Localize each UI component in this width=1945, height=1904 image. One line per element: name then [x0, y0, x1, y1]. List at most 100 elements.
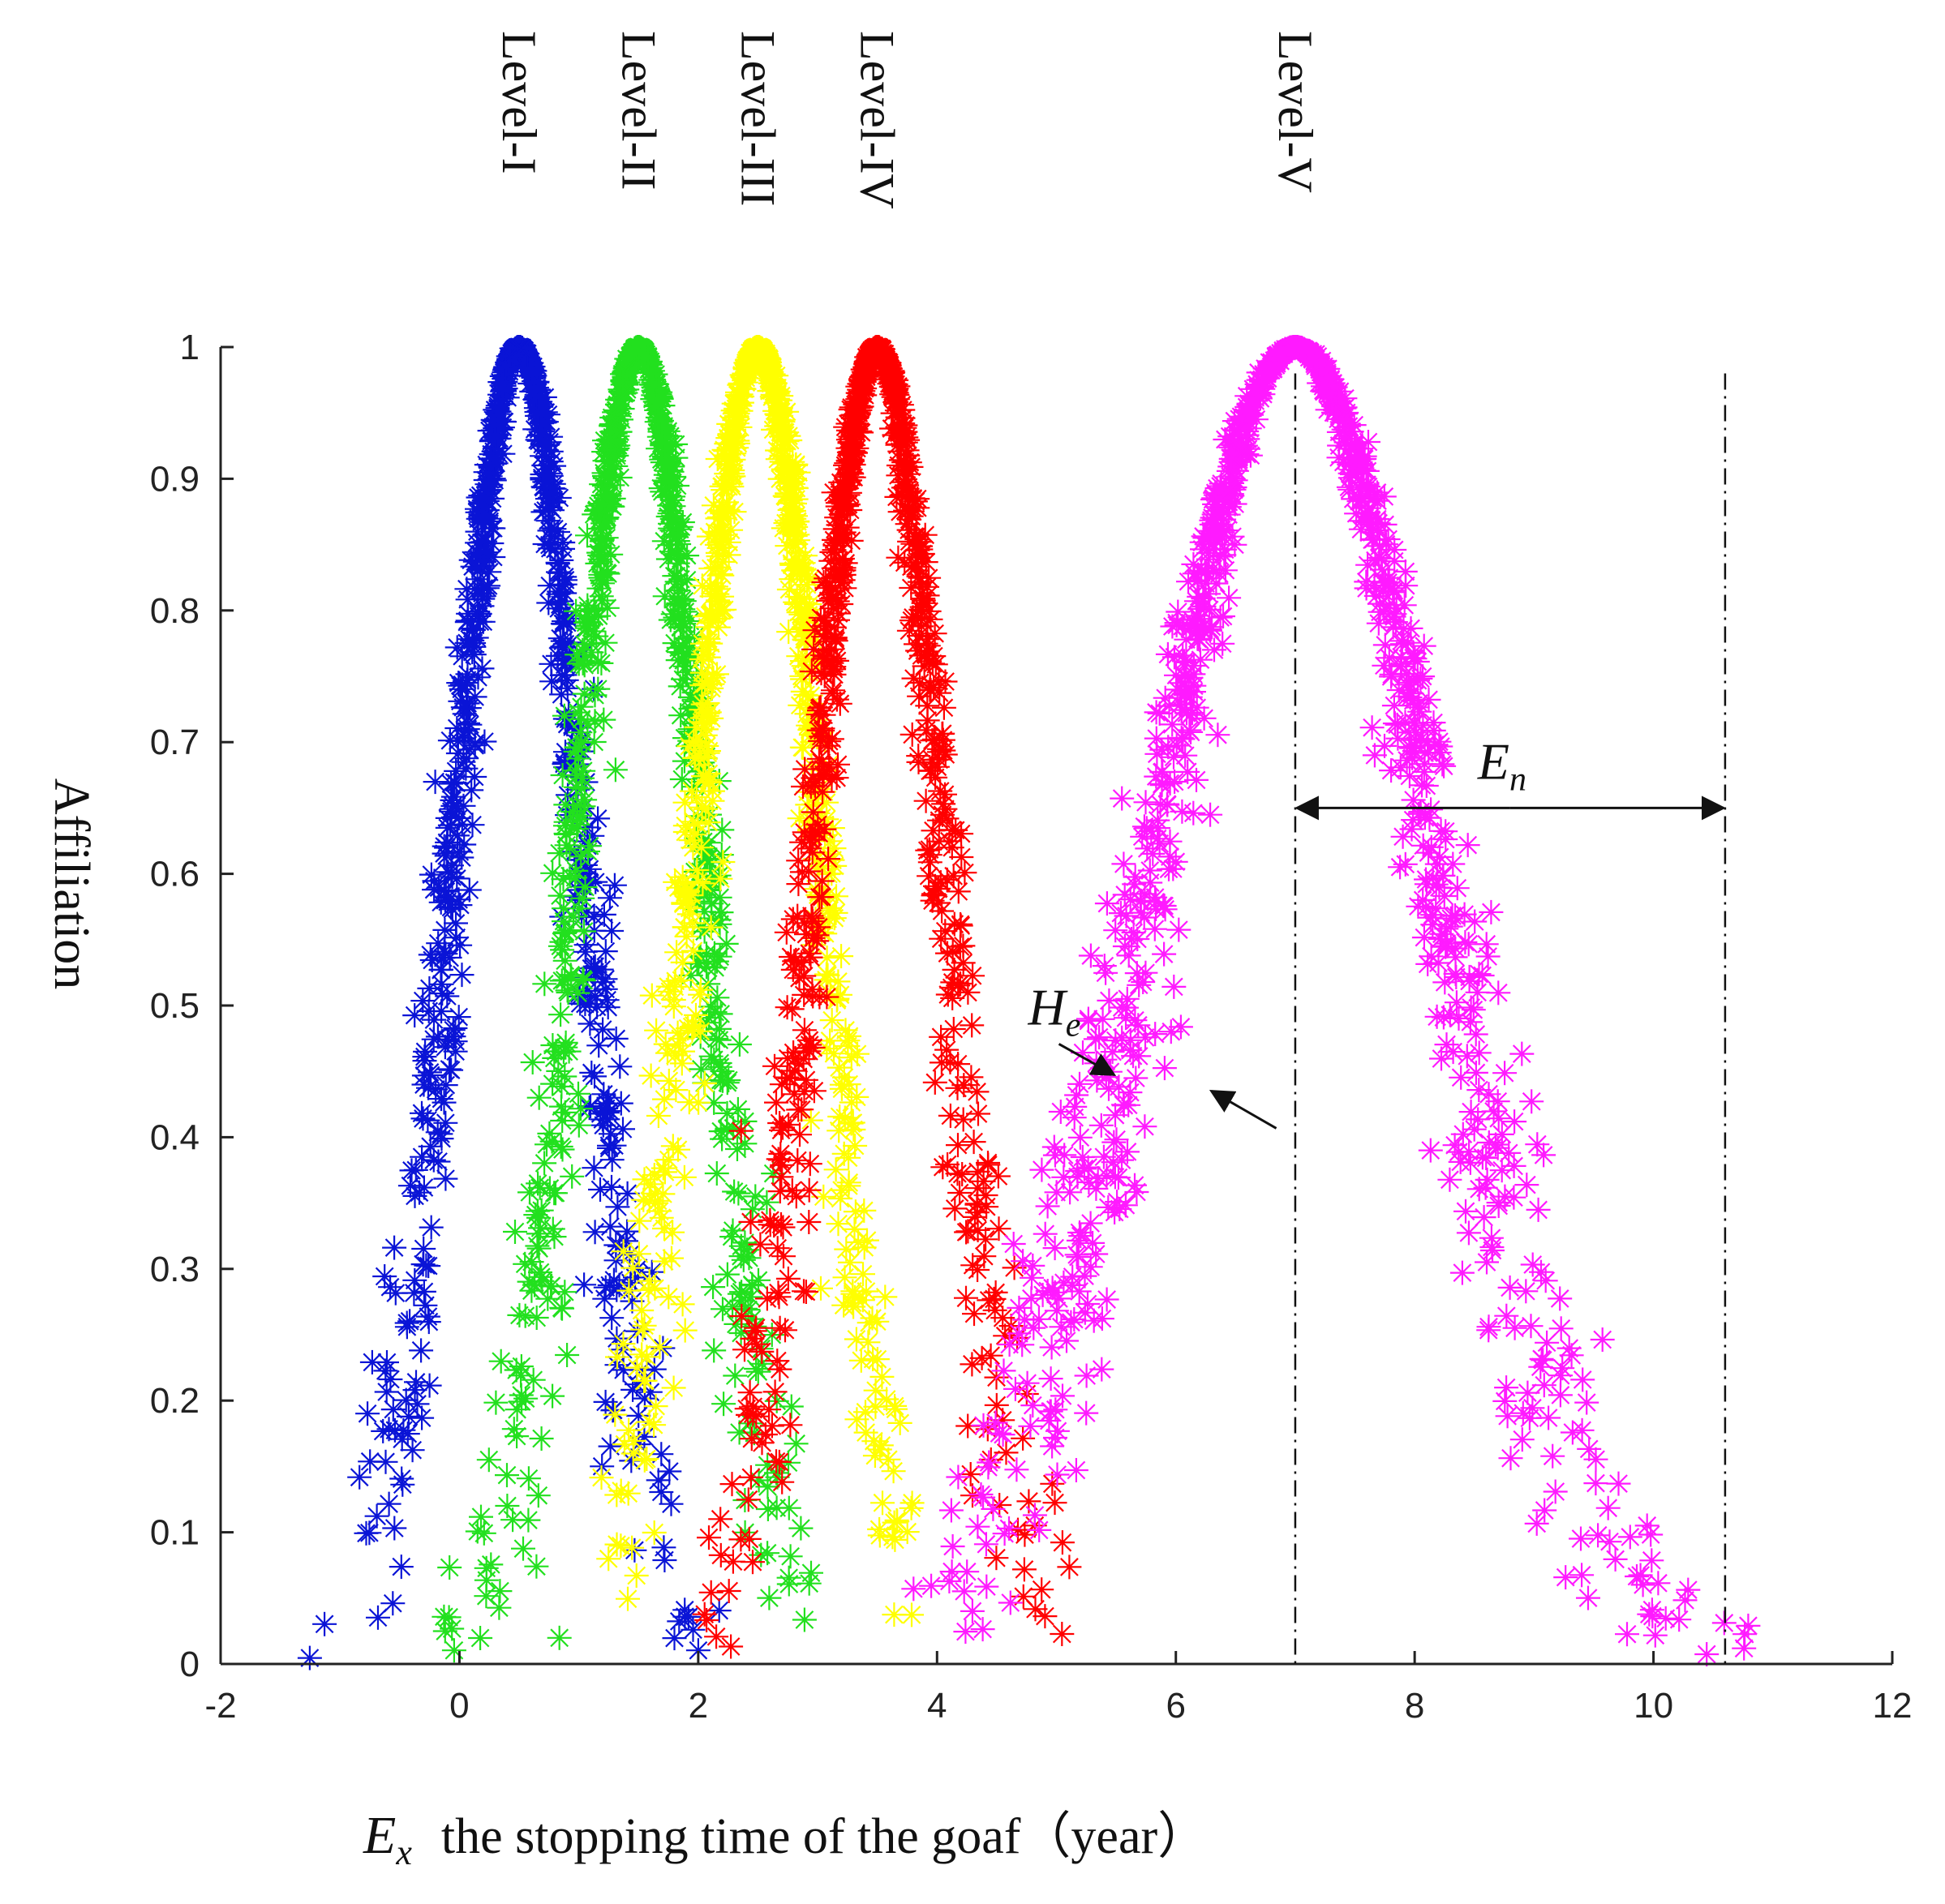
- drop-point-level-v: [1586, 1523, 1611, 1548]
- drop-point-level-ii: [529, 1426, 554, 1451]
- drop-point-level-ii: [636, 345, 660, 370]
- drop-point-level-ii: [584, 624, 609, 649]
- drop-point-level-iii: [853, 1420, 878, 1445]
- drop-point-level-i: [355, 1401, 380, 1426]
- drop-point-level-ii: [553, 809, 578, 834]
- drop-point-level-ii: [757, 1585, 782, 1610]
- drop-point-level-v: [1094, 891, 1119, 916]
- drop-point-level-v: [1569, 1563, 1595, 1588]
- drop-point-level-iii: [698, 915, 723, 940]
- he-arrow-lower: [1209, 1089, 1277, 1130]
- drop-point-level-ii: [529, 1198, 554, 1223]
- drop-point-level-iii: [843, 1199, 868, 1224]
- drop-point-level-ii: [560, 1164, 585, 1189]
- drop-point-level-v: [1414, 894, 1439, 920]
- drop-point-level-ii: [539, 1129, 565, 1154]
- drop-point-level-v: [1084, 1241, 1109, 1267]
- drop-point-level-iii: [749, 337, 775, 362]
- drop-point-level-v: [1489, 1158, 1514, 1183]
- drop-point-level-iii: [841, 1294, 866, 1319]
- drop-point-level-iii: [841, 1117, 866, 1142]
- drop-point-level-iii: [652, 1249, 677, 1274]
- drop-point-level-ii: [549, 968, 574, 993]
- drop-point-level-iv: [920, 888, 945, 913]
- drop-point-level-iii: [852, 1235, 877, 1260]
- drop-point-level-v: [1152, 941, 1177, 967]
- drop-point-level-v: [997, 1516, 1021, 1541]
- drop-point-level-ii: [539, 1273, 564, 1298]
- drop-point-level-i: [476, 573, 501, 598]
- drop-point-level-iv: [775, 995, 800, 1020]
- drop-point-level-v: [1101, 1130, 1127, 1155]
- drop-point-level-i: [412, 1044, 437, 1070]
- drop-point-level-ii: [776, 1565, 801, 1590]
- drop-point-level-iii: [671, 1039, 695, 1064]
- drop-point-level-i: [443, 1029, 468, 1054]
- drop-point-level-v: [1486, 1106, 1511, 1131]
- drop-point-level-iii: [642, 1190, 668, 1216]
- drop-point-level-i: [297, 1645, 322, 1670]
- drop-point-level-ii: [516, 1466, 541, 1491]
- drop-point-level-iv: [748, 1232, 773, 1257]
- drop-point-level-v: [1606, 1471, 1631, 1496]
- drop-point-level-i: [602, 1133, 627, 1158]
- drop-point-level-i: [449, 963, 474, 988]
- drop-point-level-iii: [699, 584, 724, 609]
- drop-point-level-iii: [693, 1071, 717, 1096]
- drop-point-level-iv: [741, 1550, 765, 1575]
- drop-point-level-v: [1385, 712, 1410, 737]
- drop-point-level-ii: [555, 1343, 580, 1367]
- drop-point-level-v: [1124, 1180, 1149, 1204]
- drop-point-level-ii: [528, 1260, 552, 1284]
- drop-point-level-v: [1449, 1065, 1474, 1090]
- drop-point-level-iii: [604, 1532, 629, 1557]
- drop-point-level-ii: [547, 883, 573, 908]
- drop-point-level-i: [462, 733, 487, 758]
- drop-point-level-v: [1058, 1180, 1083, 1205]
- drop-point-level-i: [410, 1106, 436, 1131]
- drop-point-level-iv: [935, 1152, 960, 1177]
- drop-point-level-v: [1498, 1446, 1523, 1471]
- drop-point-level-i: [397, 1309, 423, 1334]
- drop-point-level-i: [545, 551, 570, 577]
- drop-point-level-v: [1132, 1114, 1157, 1139]
- drop-point-level-v: [1414, 867, 1438, 892]
- drop-point-level-i: [593, 939, 618, 964]
- drop-point-level-i: [589, 957, 614, 982]
- drop-point-level-v: [1476, 1082, 1501, 1107]
- drop-point-level-v: [1037, 1399, 1063, 1424]
- drop-point-level-v: [1354, 576, 1379, 601]
- drop-point-level-i: [454, 577, 479, 602]
- drop-point-level-iii: [862, 1443, 887, 1469]
- drop-point-level-iv: [764, 1090, 788, 1115]
- drop-point-level-v: [1423, 872, 1449, 897]
- drop-point-level-i: [649, 1480, 674, 1504]
- drop-point-level-ii: [788, 1516, 814, 1541]
- drop-point-level-iii: [705, 662, 729, 687]
- drop-point-level-i: [593, 1275, 618, 1300]
- drop-point-level-ii: [722, 1179, 747, 1204]
- drop-point-level-v: [1397, 764, 1422, 788]
- drop-point-level-v: [1535, 1330, 1560, 1355]
- drop-point-level-v: [940, 1534, 965, 1559]
- drop-point-level-i: [417, 1373, 442, 1398]
- drop-point-level-v: [1470, 1145, 1495, 1170]
- drop-point-level-ii: [661, 484, 686, 509]
- drop-point-level-v: [1489, 1121, 1514, 1147]
- drop-point-level-v: [1149, 760, 1174, 785]
- drop-point-level-v: [1388, 855, 1413, 880]
- drop-point-level-ii: [711, 1392, 736, 1417]
- drop-point-level-v: [1509, 1427, 1535, 1452]
- drop-point-level-v: [1103, 1103, 1127, 1128]
- drop-point-level-i: [439, 1057, 464, 1083]
- drop-point-level-i: [452, 701, 477, 727]
- drop-point-level-i: [608, 1054, 633, 1079]
- drop-point-level-ii: [650, 430, 675, 455]
- drop-point-level-v: [1526, 1197, 1551, 1222]
- drop-point-level-iii: [605, 1344, 629, 1370]
- drop-point-level-i: [423, 1077, 449, 1102]
- drop-point-level-v: [901, 1576, 926, 1602]
- drop-point-level-v: [1144, 764, 1169, 789]
- drop-point-level-ii: [471, 1520, 496, 1546]
- x-tick-label: -2: [204, 1686, 236, 1726]
